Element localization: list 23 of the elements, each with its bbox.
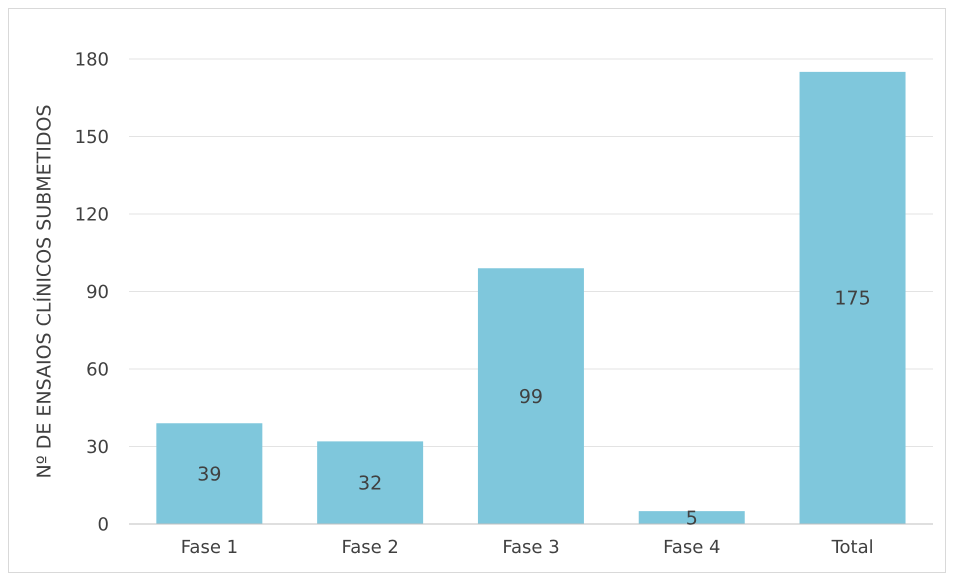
x-tick-label: Fase 3 [502, 536, 560, 558]
data-label: 99 [518, 386, 544, 408]
y-tick-label: 180 [74, 49, 109, 70]
y-tick-label: 120 [74, 204, 109, 226]
bar [638, 511, 745, 524]
bar [317, 441, 424, 524]
y-tick-label: 60 [86, 359, 109, 380]
y-tick-label: 90 [86, 282, 109, 303]
y-tick-label: 0 [98, 514, 109, 536]
bar [156, 423, 262, 524]
bar [800, 72, 906, 524]
x-tick-label: Total [830, 536, 874, 558]
x-tick-label: Fase 1 [180, 536, 238, 558]
data-label: 39 [197, 463, 222, 486]
y-tick-label: 150 [74, 126, 109, 148]
data-label: 32 [358, 472, 382, 494]
x-tick-label: Fase 4 [663, 536, 720, 558]
y-axis-title: Nº DE ENSAIOS CLÍNICOS SUBMETIDOS [32, 104, 56, 479]
bar [478, 268, 584, 524]
data-label: 175 [834, 288, 871, 310]
data-label: 5 [686, 507, 698, 530]
x-tick-label: Fase 2 [342, 536, 399, 558]
y-tick-label: 30 [86, 436, 109, 458]
